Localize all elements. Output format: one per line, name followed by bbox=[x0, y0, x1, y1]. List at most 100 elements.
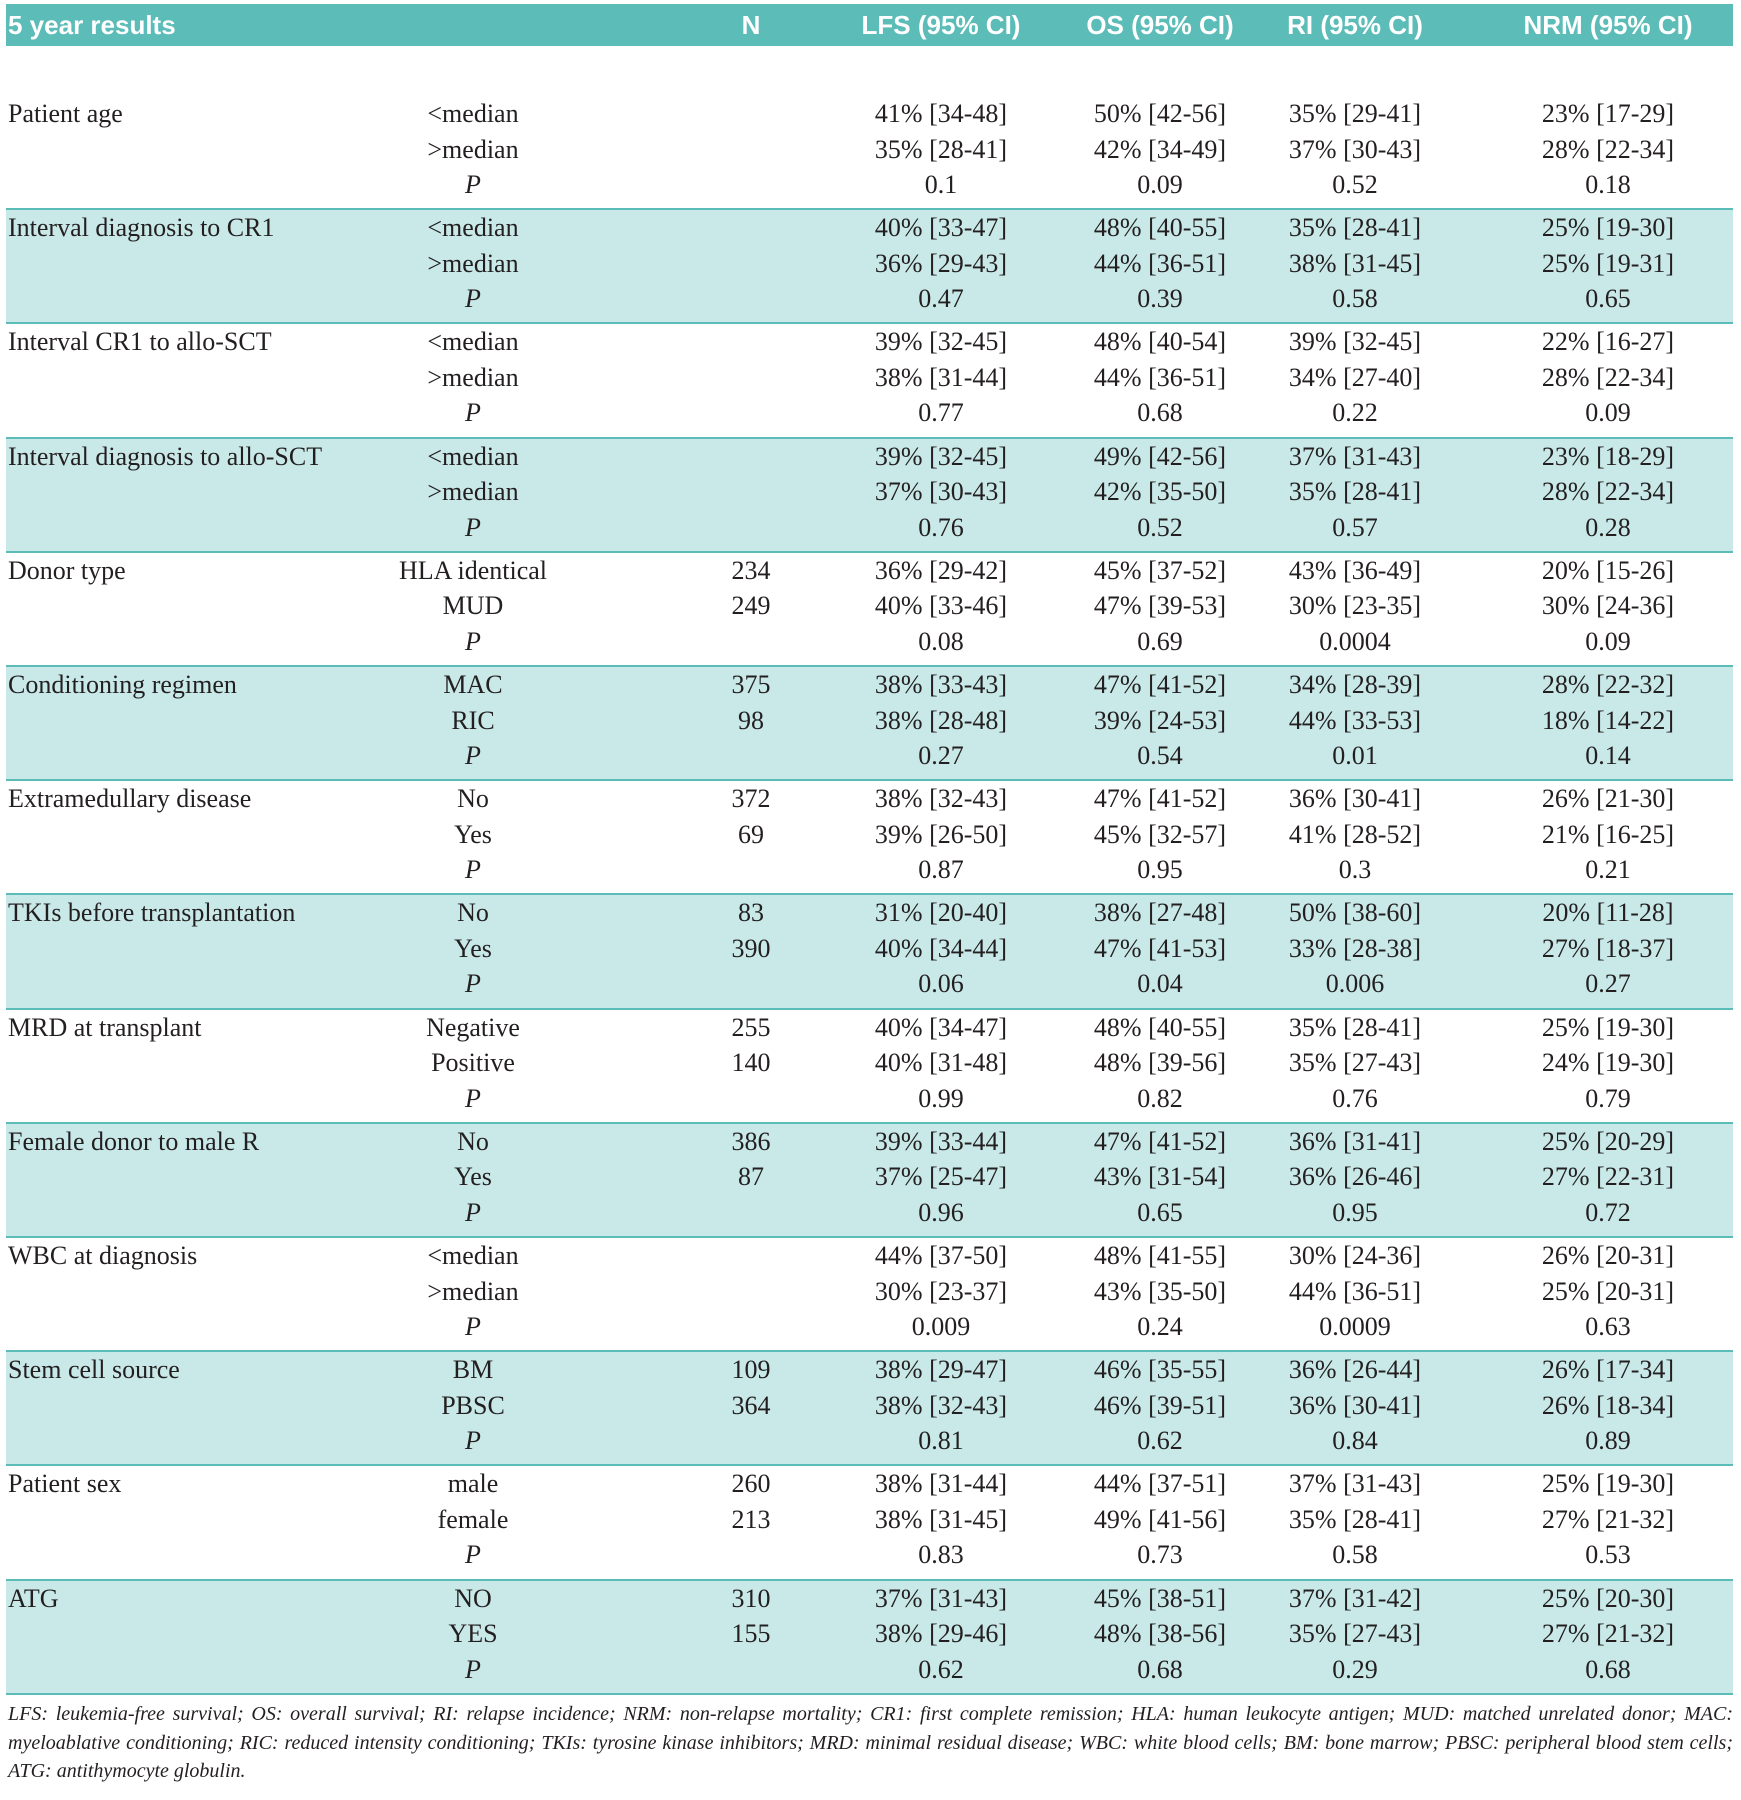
value-cell: 0.65 bbox=[1585, 284, 1631, 314]
value-cell: 0.57 bbox=[1332, 512, 1378, 542]
value-cell: 30% [23-37] bbox=[874, 1276, 1008, 1306]
value-cell: 41% [34-48] bbox=[874, 99, 1008, 128]
header-cell: N bbox=[741, 10, 761, 40]
header-cell: LFS (95% CI) bbox=[861, 10, 1021, 40]
group-band bbox=[6, 781, 1733, 896]
value-cell: 0.04 bbox=[1137, 969, 1183, 999]
n-cell: 260 bbox=[731, 1469, 771, 1499]
value-cell: 0.53 bbox=[1585, 1540, 1631, 1570]
value-cell: 27% [21-32] bbox=[1541, 1504, 1675, 1534]
subgroup: YES bbox=[448, 1619, 498, 1649]
group-band bbox=[6, 210, 1733, 325]
subgroup: MUD bbox=[442, 591, 504, 621]
value-cell: 30% [24-36] bbox=[1541, 591, 1675, 621]
group-label: Interval diagnosis to CR1 bbox=[8, 213, 275, 243]
value-cell: 40% [33-47] bbox=[874, 213, 1008, 243]
value-cell: 50% [42-56] bbox=[1093, 99, 1227, 128]
group-band bbox=[6, 1580, 1733, 1695]
value-cell: 28% [22-34] bbox=[1541, 362, 1675, 392]
subgroup: <median bbox=[427, 213, 519, 243]
value-cell: 0.58 bbox=[1332, 1540, 1378, 1570]
value-cell: 0.69 bbox=[1137, 626, 1183, 656]
value-cell: 48% [38-56] bbox=[1093, 1619, 1227, 1649]
subgroup: >median bbox=[427, 477, 519, 507]
group-band bbox=[6, 96, 1733, 211]
value-cell: 31% [20-40] bbox=[874, 898, 1008, 928]
group-band bbox=[6, 553, 1733, 667]
value-cell: 34% [28-39] bbox=[1288, 670, 1422, 699]
value-cell: 47% [41-53] bbox=[1093, 933, 1227, 963]
value-cell: 25% [20-31] bbox=[1541, 1276, 1675, 1306]
footnote: LFS: leukemia-free survival; OS: overall… bbox=[8, 1703, 1733, 1782]
value-cell: 0.47 bbox=[918, 284, 964, 314]
group-label: Extramedullary disease bbox=[8, 784, 252, 814]
n-cell: 234 bbox=[731, 555, 771, 585]
value-cell: 33% [28-38] bbox=[1288, 933, 1422, 963]
group-label: ATG bbox=[8, 1583, 59, 1613]
value-cell: 43% [36-49] bbox=[1288, 555, 1422, 585]
value-cell: 28% [22-34] bbox=[1541, 134, 1675, 164]
value-cell: 38% [27-48] bbox=[1093, 898, 1227, 928]
value-cell: 34% [27-40] bbox=[1288, 362, 1422, 392]
value-cell: 37% [31-42] bbox=[1288, 1583, 1422, 1613]
group-band bbox=[6, 1466, 1733, 1581]
subgroup: P bbox=[465, 284, 481, 314]
value-cell: 0.76 bbox=[918, 512, 964, 542]
value-cell: 42% [35-50] bbox=[1093, 477, 1227, 507]
value-cell: 0.18 bbox=[1585, 170, 1631, 199]
value-cell: 0.95 bbox=[1332, 1197, 1378, 1227]
value-cell: 46% [35-55] bbox=[1093, 1355, 1227, 1385]
value-cell: 25% [20-30] bbox=[1541, 1583, 1675, 1613]
value-cell: 36% [26-44] bbox=[1288, 1355, 1422, 1385]
header-cell: 5 year results bbox=[8, 10, 176, 40]
value-cell: 35% [27-43] bbox=[1288, 1048, 1422, 1078]
value-cell: 27% [22-31] bbox=[1541, 1162, 1675, 1192]
value-cell: 0.27 bbox=[918, 741, 964, 770]
value-cell: 0.87 bbox=[918, 855, 964, 885]
subgroup: HLA identical bbox=[398, 555, 548, 585]
n-cell: 386 bbox=[731, 1126, 771, 1156]
value-cell: 38% [31-44] bbox=[874, 1469, 1008, 1499]
value-cell: 26% [18-34] bbox=[1541, 1390, 1675, 1420]
value-cell: 48% [40-54] bbox=[1093, 327, 1227, 357]
subgroup: P bbox=[465, 1654, 481, 1684]
subgroup: Yes bbox=[454, 933, 492, 963]
value-cell: 50% [38-60] bbox=[1288, 898, 1422, 928]
value-cell: 25% [19-31] bbox=[1541, 248, 1675, 278]
value-cell: 0.06 bbox=[918, 969, 964, 999]
n-cell: 83 bbox=[738, 898, 764, 928]
value-cell: 36% [29-43] bbox=[874, 248, 1008, 278]
group-label: Conditioning regimen bbox=[8, 670, 237, 699]
value-cell: 36% [30-41] bbox=[1288, 784, 1422, 814]
value-cell: 0.39 bbox=[1137, 284, 1183, 314]
subgroup: P bbox=[465, 1197, 481, 1227]
n-cell: 310 bbox=[731, 1583, 771, 1613]
subgroup: Yes bbox=[454, 1162, 492, 1192]
value-cell: 37% [30-43] bbox=[874, 477, 1008, 507]
subgroup: P bbox=[465, 512, 481, 542]
value-cell: 27% [18-37] bbox=[1541, 933, 1675, 963]
subgroup: P bbox=[465, 398, 481, 428]
group-band bbox=[6, 1238, 1733, 1353]
subgroup: P bbox=[465, 626, 481, 656]
value-cell: 44% [37-51] bbox=[1093, 1469, 1227, 1499]
value-cell: 27% [21-32] bbox=[1541, 1619, 1675, 1649]
value-cell: 26% [17-34] bbox=[1541, 1355, 1675, 1385]
value-cell: 39% [32-45] bbox=[1288, 327, 1422, 357]
value-cell: 35% [28-41] bbox=[1288, 1012, 1422, 1042]
subgroup: Negative bbox=[426, 1012, 520, 1042]
subgroup: P bbox=[465, 855, 481, 885]
value-cell: 0.009 bbox=[911, 1312, 971, 1341]
group-band bbox=[6, 1352, 1733, 1467]
value-cell: 39% [32-45] bbox=[874, 441, 1008, 471]
value-cell: 38% [29-47] bbox=[874, 1355, 1008, 1385]
subgroup: <median bbox=[427, 99, 519, 128]
n-cell: 375 bbox=[731, 670, 771, 699]
value-cell: 37% [31-43] bbox=[1288, 1469, 1422, 1499]
subgroup: BM bbox=[452, 1355, 494, 1385]
value-cell: 42% [34-49] bbox=[1093, 134, 1227, 164]
value-cell: 0.0004 bbox=[1319, 626, 1391, 656]
value-cell: 39% [32-45] bbox=[874, 327, 1008, 357]
group-band bbox=[6, 1123, 1733, 1238]
